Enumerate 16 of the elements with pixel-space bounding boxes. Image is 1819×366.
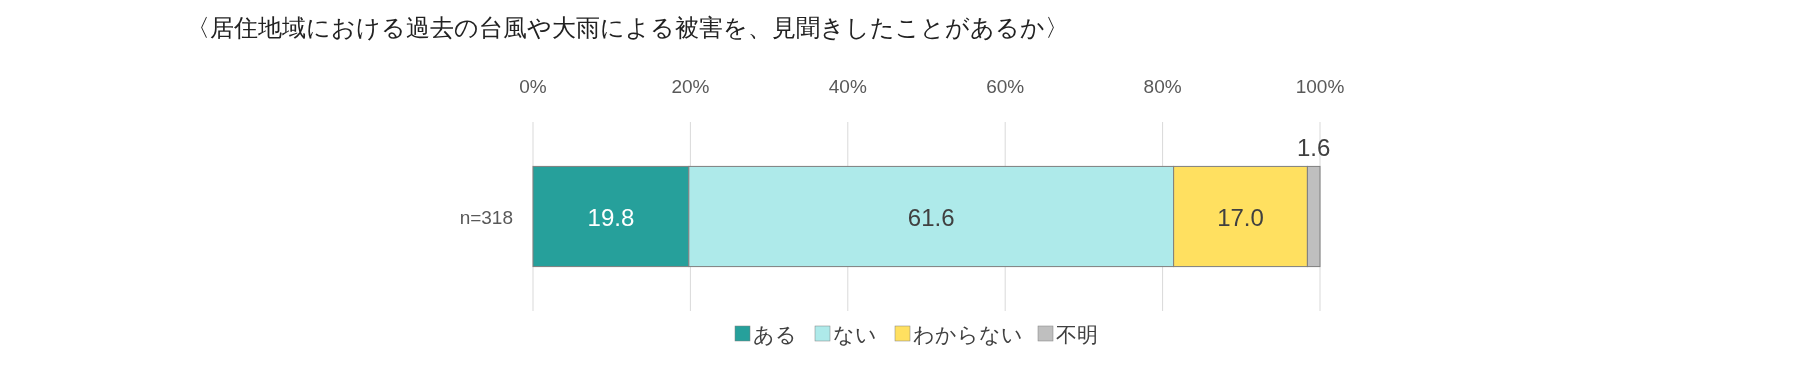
legend-label: ない: [833, 323, 877, 346]
y-tick-label: n=318: [459, 206, 513, 228]
x-tick-label: 0%: [519, 76, 547, 97]
data-label: 19.8: [587, 203, 635, 231]
x-tick-label: 40%: [828, 76, 867, 97]
data-label: 61.6: [907, 203, 955, 231]
legend-label: 不明: [1056, 323, 1098, 346]
x-tick-label: 20%: [671, 76, 710, 97]
data-label: 17.0: [1217, 203, 1264, 231]
chart-title: 〈居住地域における過去の台風や大雨による被害を、見聞きしたことがあるか〉: [186, 14, 1069, 41]
x-tick-label: 60%: [986, 76, 1025, 97]
data-label: 1.6: [1297, 134, 1331, 162]
x-tick-label: 100%: [1295, 76, 1345, 97]
legend-label: わからない: [913, 323, 1023, 346]
legend-label: ある: [753, 323, 797, 346]
x-tick-label: 80%: [1143, 76, 1182, 97]
